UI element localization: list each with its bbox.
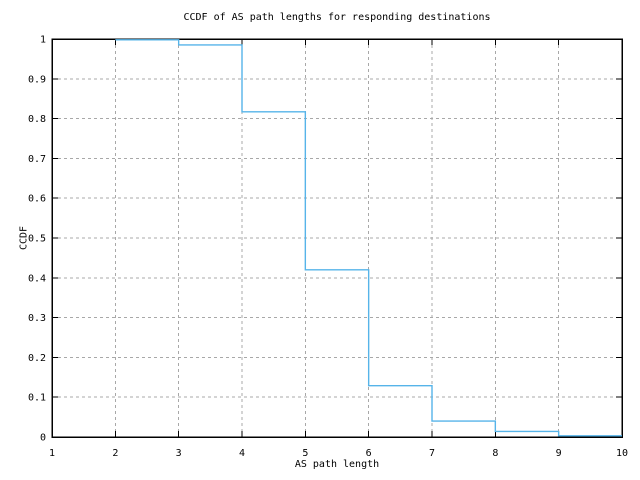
y-tick-label: 0.7 xyxy=(28,154,46,165)
x-tick-label: 9 xyxy=(556,448,562,459)
y-tick-label: 0.9 xyxy=(28,74,46,85)
ccdf-step-line xyxy=(115,39,622,437)
x-tick-label: 8 xyxy=(492,448,498,459)
x-tick-label: 2 xyxy=(112,448,118,459)
y-tick-label: 0.4 xyxy=(28,273,46,284)
x-tick-label: 6 xyxy=(366,448,372,459)
x-tick-label: 3 xyxy=(176,448,182,459)
y-tick-label: 0.3 xyxy=(28,313,46,324)
chart-title: CCDF of AS path lengths for responding d… xyxy=(183,12,491,23)
x-tick-label: 7 xyxy=(429,448,435,459)
y-tick-label: 0 xyxy=(40,433,46,444)
y-tick-label: 0.6 xyxy=(28,194,46,205)
y-tick-label: 0.1 xyxy=(28,393,46,404)
y-tick-label: 0.8 xyxy=(28,114,46,125)
x-tick-label: 4 xyxy=(239,448,245,459)
x-axis-title: AS path length xyxy=(294,459,380,470)
x-tick-label: 1 xyxy=(49,448,55,459)
x-tick-label: 10 xyxy=(616,448,628,459)
y-tick-label: 0.5 xyxy=(28,234,46,245)
x-tick-label: 5 xyxy=(302,448,308,459)
y-tick-label: 1 xyxy=(40,35,46,46)
y-tick-label: 0.2 xyxy=(28,353,46,364)
